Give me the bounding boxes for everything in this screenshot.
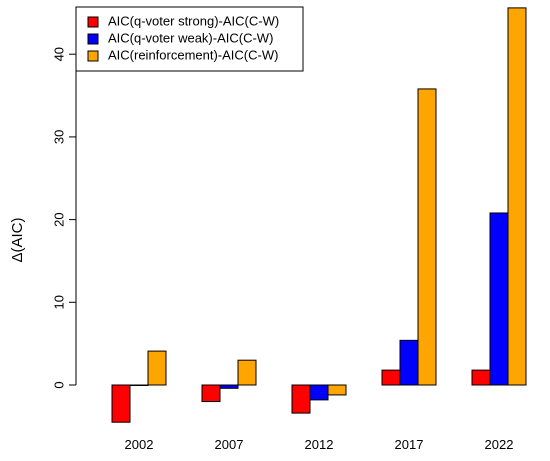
y-tick-label: 0	[51, 381, 66, 388]
bar-2012-series-3	[327, 384, 347, 396]
bars	[111, 7, 527, 423]
bar-2017-series-1	[381, 369, 401, 386]
legend-entry: AIC(q-voter weak)-AIC(C-W)	[108, 30, 273, 45]
bar-2022-series-2	[489, 212, 509, 386]
bar-2002-series-3	[147, 350, 167, 386]
bar-2012-series-2	[309, 384, 329, 401]
bar-2002-series-2	[129, 384, 149, 386]
bar-2002-series-1	[111, 384, 131, 423]
x-tick-labels: 2002 2007 2012 2017 2022	[125, 437, 514, 452]
y-axis: 0 10 20 30 40	[51, 47, 77, 389]
y-tick-label: 30	[51, 130, 66, 144]
y-tick-label: 20	[51, 212, 66, 226]
legend-entry: AIC(reinforcement)-AIC(C-W)	[108, 47, 278, 62]
legend-box	[75, 6, 304, 72]
x-tick-label: 2022	[485, 437, 514, 452]
y-tick-label: 40	[51, 47, 66, 61]
x-tick-label: 2017	[395, 437, 424, 452]
legend-entry: AIC(q-voter strong)-AIC(C-W)	[108, 13, 279, 28]
x-tick-label: 2012	[305, 437, 334, 452]
bar-2007-series-2	[219, 384, 239, 389]
x-tick-label: 2002	[125, 437, 154, 452]
bar-2017-series-3	[417, 88, 437, 386]
x-tick-label: 2007	[215, 437, 244, 452]
legend-swatch	[87, 50, 99, 62]
y-tick-label: 10	[51, 295, 66, 309]
y-axis-label: Δ(AIC)	[9, 217, 26, 262]
legend-swatch	[87, 16, 99, 28]
bar-2017-series-2	[399, 339, 419, 386]
bar-2007-series-3	[237, 359, 257, 386]
bar-2007-series-1	[201, 384, 221, 403]
bar-2012-series-1	[291, 384, 311, 414]
legend: AIC(q-voter strong)-AIC(C-W) AIC(q-voter …	[75, 6, 304, 72]
bar-2022-series-1	[471, 369, 491, 386]
bar-2022-series-3	[507, 7, 527, 386]
legend-swatch	[87, 33, 99, 45]
